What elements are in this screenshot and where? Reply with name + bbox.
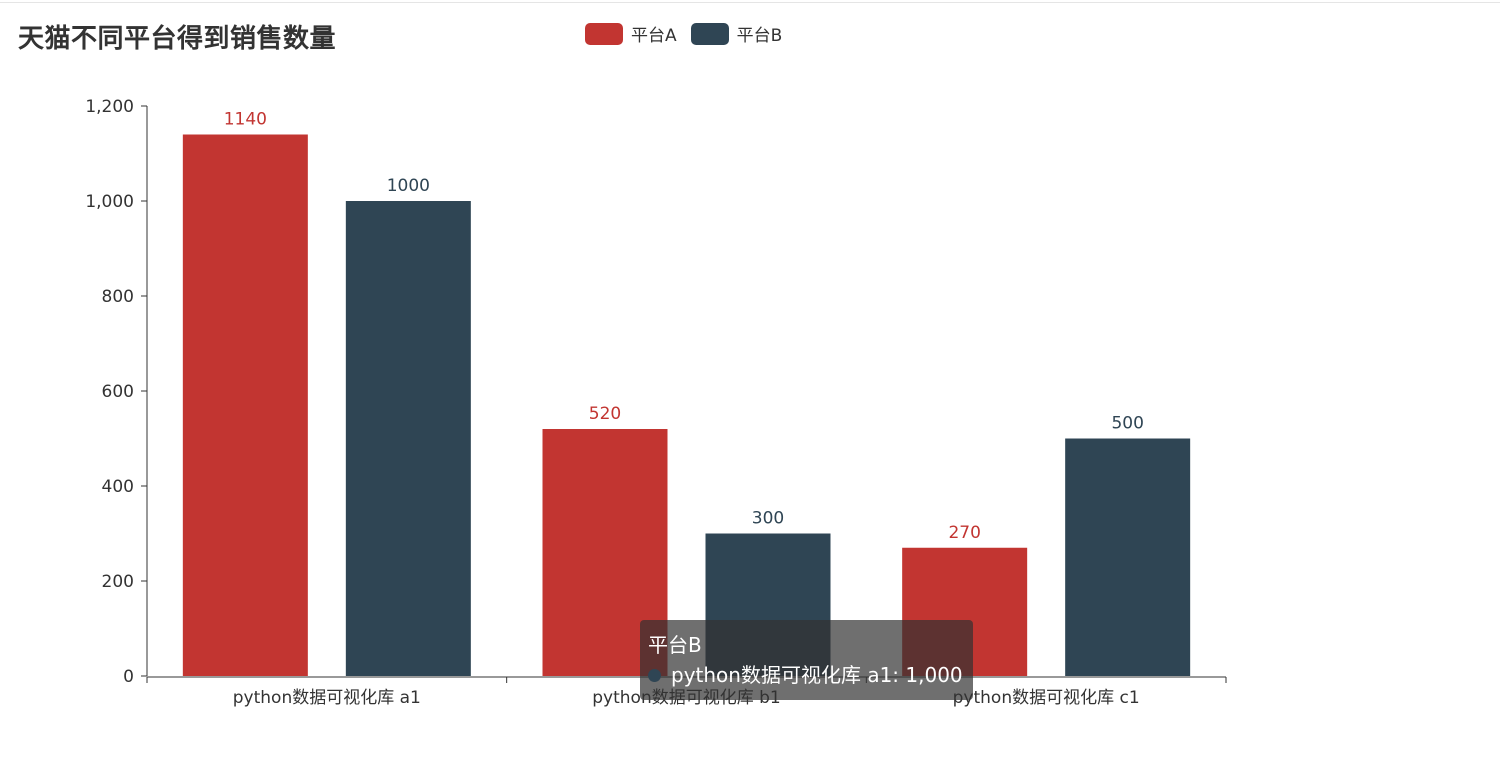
tooltip-row: python数据可视化库 a1: 1,000 bbox=[648, 660, 963, 690]
chart-tooltip: 平台B python数据可视化库 a1: 1,000 bbox=[640, 620, 973, 700]
bar-value-label: 1140 bbox=[224, 110, 267, 130]
bar-series-b bbox=[345, 201, 471, 676]
top-divider bbox=[0, 0, 1500, 3]
bar-value-label: 270 bbox=[948, 523, 980, 543]
bar-value-label: 520 bbox=[589, 404, 621, 424]
y-axis-tick-label: 1,000 bbox=[85, 192, 134, 212]
bar-series-b bbox=[1065, 438, 1191, 676]
tooltip-series-dot bbox=[648, 668, 661, 682]
chart-legend: 平台A 平台B bbox=[585, 21, 782, 46]
legend-item-series-b[interactable]: 平台B bbox=[690, 21, 783, 46]
legend-swatch-series-b bbox=[690, 22, 729, 45]
bar-value-label: 500 bbox=[1111, 414, 1143, 434]
legend-item-series-a[interactable]: 平台A bbox=[585, 21, 677, 46]
legend-label-series-b: 平台B bbox=[736, 26, 783, 46]
tooltip-title: 平台B bbox=[648, 633, 702, 657]
bar-value-label: 1000 bbox=[387, 176, 430, 196]
chart-title: 天猫不同平台得到销售数量 bbox=[18, 24, 337, 54]
y-axis-tick-label: 400 bbox=[102, 477, 134, 497]
y-axis-tick-label: 0 bbox=[123, 667, 134, 687]
x-axis-tick-label: python数据可视化库 c1 bbox=[953, 688, 1140, 708]
legend-swatch-series-a bbox=[585, 22, 623, 45]
bar-series-a bbox=[182, 134, 308, 676]
y-axis-tick-label: 200 bbox=[102, 572, 134, 592]
y-axis-tick-label: 600 bbox=[102, 382, 134, 402]
x-axis-tick-label: python数据可视化库 a1 bbox=[233, 688, 421, 708]
y-axis-tick-label: 1,200 bbox=[85, 97, 134, 117]
tooltip-value: python数据可视化库 a1: 1,000 bbox=[671, 663, 963, 687]
bar-value-label: 300 bbox=[752, 509, 784, 529]
y-axis-tick-label: 800 bbox=[102, 287, 134, 307]
legend-label-series-a: 平台A bbox=[631, 26, 677, 46]
